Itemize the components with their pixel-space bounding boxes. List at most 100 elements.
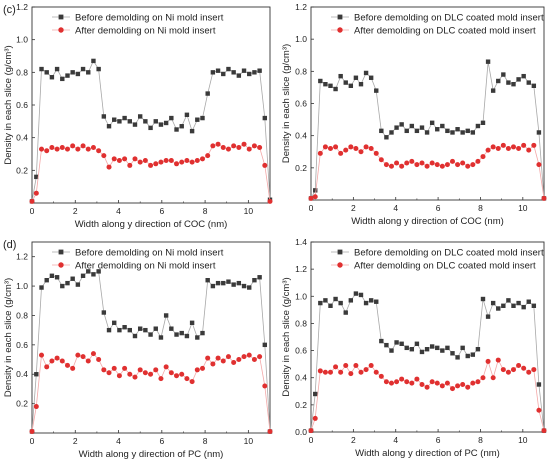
data-point <box>373 150 379 156</box>
data-point <box>379 338 384 344</box>
data-point <box>363 300 369 306</box>
data-point <box>485 358 491 364</box>
x-axis-label: Width along y direction of PC (nm) <box>355 448 500 459</box>
y-tick-label: 1.0 <box>295 291 307 301</box>
data-point <box>117 327 122 333</box>
series-after <box>29 351 273 435</box>
legend-label: After demolding on Ni mold insert <box>75 26 216 37</box>
data-point <box>179 371 185 377</box>
y-tick-label: 1.0 <box>16 281 28 291</box>
series-line <box>310 144 545 199</box>
data-point <box>246 146 252 152</box>
data-point <box>348 144 354 150</box>
legend-marker <box>58 14 64 20</box>
data-point <box>215 280 221 286</box>
data-point <box>122 156 128 162</box>
data-point <box>29 198 35 204</box>
legend-entry: Before demolding on Ni mold insert <box>52 248 224 259</box>
data-point <box>505 369 511 375</box>
data-point <box>505 146 511 152</box>
data-point <box>353 363 359 368</box>
data-point <box>338 150 344 156</box>
data-point <box>236 357 242 363</box>
data-point <box>49 358 55 364</box>
legend-label: After demolding on DLC coated mold inser… <box>354 261 536 272</box>
data-point <box>200 330 205 336</box>
data-point <box>327 369 333 375</box>
data-point <box>189 128 195 134</box>
x-tick-label: 10 <box>518 435 528 445</box>
legend-marker <box>337 249 343 255</box>
data-point <box>205 153 211 159</box>
data-point <box>343 80 348 85</box>
chart-panel-c: (c) 0 2 4 6 8 10 0.2 0.4 0.6 0.8 1.0 1.2 Width along … <box>3 2 273 230</box>
y-tick-label: 0.2 <box>295 400 307 410</box>
legend-entry: After demolding on Ni mold insert <box>52 26 216 37</box>
data-point <box>169 326 174 331</box>
data-point <box>215 355 221 361</box>
data-point <box>358 149 364 155</box>
data-point <box>480 296 486 302</box>
data-point <box>257 144 263 150</box>
data-point <box>215 68 221 73</box>
data-point <box>137 159 143 165</box>
data-point <box>450 351 455 356</box>
data-point <box>424 130 430 135</box>
data-point <box>247 285 252 290</box>
data-point <box>333 364 339 370</box>
data-point <box>536 130 542 135</box>
data-point <box>64 362 70 368</box>
data-point <box>516 146 522 152</box>
series-after <box>29 141 273 204</box>
data-point <box>251 143 257 149</box>
data-point <box>49 75 55 80</box>
data-point <box>536 407 542 413</box>
data-point <box>338 73 343 79</box>
data-point <box>470 380 476 386</box>
legend-label: Before demolding on Ni mold insert <box>75 248 224 259</box>
data-point <box>85 146 91 152</box>
legend-marker <box>337 27 343 33</box>
data-point <box>168 370 174 376</box>
data-point <box>195 335 200 340</box>
data-point <box>424 384 430 390</box>
data-point <box>267 429 273 435</box>
data-point <box>313 391 318 397</box>
x-axis-label: Width along y direction of COC (nm) <box>351 216 504 227</box>
data-point <box>399 163 405 169</box>
data-point <box>153 326 158 331</box>
data-point <box>475 347 481 352</box>
data-point <box>308 195 314 201</box>
data-point <box>485 59 491 64</box>
data-point <box>496 78 501 84</box>
series-before <box>29 58 273 204</box>
data-point <box>531 367 537 373</box>
data-point <box>480 154 486 160</box>
legend-marker <box>337 262 343 268</box>
chart-panel-c2: 0 2 4 6 8 10 0.2 0.4 0.6 0.8 1.0 1.2 Width along y d… <box>281 2 547 227</box>
data-point <box>252 70 257 75</box>
data-point <box>251 357 257 363</box>
data-point <box>470 130 476 135</box>
data-point <box>75 352 81 358</box>
data-point <box>343 310 348 315</box>
data-point <box>101 114 107 119</box>
data-point <box>496 306 501 311</box>
data-point <box>368 298 374 303</box>
data-point <box>39 66 44 72</box>
legend-label: Before demolding on DLC coated mold inse… <box>354 248 544 259</box>
data-point <box>409 123 415 129</box>
data-point <box>338 300 343 306</box>
data-point <box>205 355 211 361</box>
data-point <box>322 369 328 375</box>
data-point <box>449 158 455 164</box>
data-point <box>101 310 107 315</box>
data-point <box>399 376 405 382</box>
data-point <box>429 120 435 125</box>
data-point <box>419 125 425 130</box>
data-point <box>231 70 236 75</box>
data-point <box>531 142 537 148</box>
x-tick-label: 2 <box>73 436 78 446</box>
data-point <box>80 66 86 72</box>
